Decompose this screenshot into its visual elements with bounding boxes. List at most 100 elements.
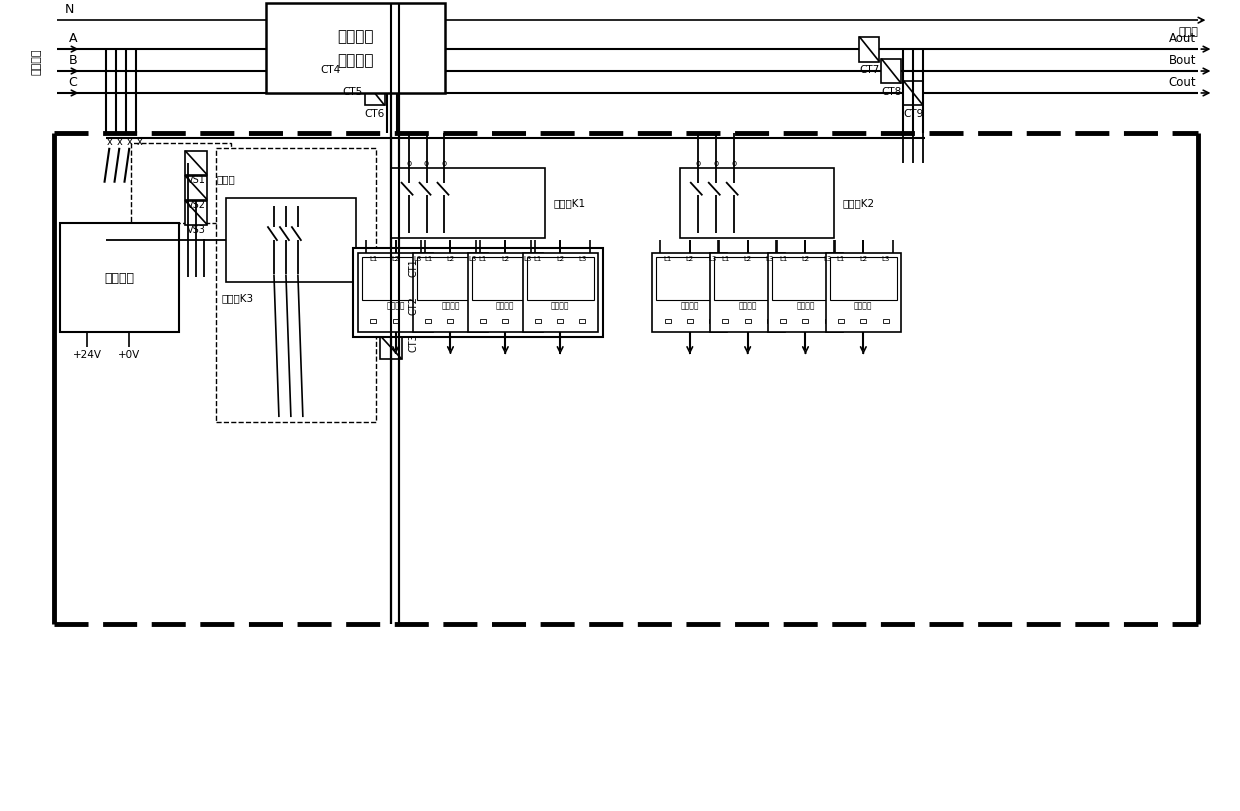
Text: x: x	[126, 137, 133, 147]
Bar	[358, 253, 433, 333]
Text: 接触器K3: 接触器K3	[221, 293, 253, 303]
Bar	[393, 320, 398, 324]
Bar	[131, 144, 231, 223]
Text: CT7: CT7	[859, 65, 879, 75]
Text: o: o	[405, 159, 412, 168]
Bar	[687, 320, 693, 324]
Bar	[680, 169, 835, 238]
Text: Cout: Cout	[1169, 76, 1197, 89]
Bar	[391, 169, 546, 238]
Text: 复合开关: 复合开关	[854, 301, 873, 310]
Text: 开关电源: 开关电源	[104, 272, 134, 285]
Bar	[185, 201, 207, 225]
Text: 用户侧: 用户侧	[1178, 27, 1198, 37]
Text: x: x	[136, 137, 143, 147]
Bar	[768, 253, 843, 333]
Bar	[472, 257, 538, 301]
Bar	[745, 320, 750, 324]
Text: L1: L1	[479, 255, 487, 261]
Text: 接触器K1: 接触器K1	[553, 199, 585, 208]
Text: Bout: Bout	[1169, 54, 1197, 67]
Bar	[425, 320, 432, 324]
Bar	[665, 320, 671, 324]
Text: L2: L2	[501, 255, 510, 261]
Bar	[379, 260, 402, 284]
Bar	[415, 320, 420, 324]
Bar	[502, 320, 508, 324]
Text: L2: L2	[744, 255, 751, 261]
Bar	[766, 320, 773, 324]
Text: 复合开关: 复合开关	[738, 301, 756, 310]
Text: L3: L3	[414, 255, 422, 261]
Text: L2: L2	[859, 255, 868, 261]
Bar	[470, 320, 476, 324]
Bar	[773, 257, 839, 301]
Text: L3: L3	[823, 255, 832, 261]
Bar	[185, 152, 207, 175]
Text: 变压器侧: 变压器侧	[31, 49, 42, 75]
Bar	[838, 320, 844, 324]
Bar	[826, 253, 900, 333]
Text: 复合开关: 复合开关	[796, 301, 815, 310]
Bar	[711, 253, 785, 333]
Bar	[379, 336, 402, 359]
Text: L3: L3	[882, 255, 890, 261]
Bar	[379, 298, 402, 322]
Text: CT9: CT9	[903, 109, 924, 118]
Text: L1: L1	[722, 255, 729, 261]
Bar	[723, 320, 728, 324]
Bar	[802, 320, 808, 324]
Text: L2: L2	[801, 255, 810, 261]
Bar	[467, 253, 543, 333]
Text: A: A	[68, 32, 77, 45]
Bar	[534, 320, 541, 324]
Bar	[480, 320, 486, 324]
Text: L3: L3	[469, 255, 477, 261]
Text: 电力电子: 电力电子	[337, 29, 374, 45]
Text: L1: L1	[424, 255, 433, 261]
Bar	[185, 177, 207, 200]
Bar	[579, 320, 585, 324]
Bar	[365, 81, 384, 106]
Bar	[903, 81, 923, 106]
Text: C: C	[68, 76, 77, 89]
Text: L1: L1	[533, 255, 542, 261]
Bar	[557, 320, 563, 324]
Text: 补偿装置: 补偿装置	[337, 54, 374, 68]
Text: 复合开关: 复合开关	[387, 301, 405, 310]
Text: L1: L1	[663, 255, 672, 261]
Bar	[417, 257, 484, 301]
Bar	[861, 320, 867, 324]
Text: +24V: +24V	[73, 350, 102, 360]
Text: L2: L2	[392, 255, 399, 261]
Bar	[714, 257, 781, 301]
Bar	[525, 320, 531, 324]
Text: CT5: CT5	[342, 87, 363, 97]
Bar	[859, 37, 879, 62]
Text: 熟断器: 熟断器	[216, 174, 234, 183]
Text: CT1: CT1	[408, 258, 419, 277]
Bar	[226, 199, 356, 283]
Bar	[342, 59, 363, 84]
Text: CT4: CT4	[321, 65, 341, 75]
Text: VS2: VS2	[187, 200, 206, 209]
Text: 接触器K2: 接触器K2	[842, 199, 874, 208]
Bar	[362, 257, 429, 301]
Bar	[883, 320, 889, 324]
Text: CT2: CT2	[408, 295, 419, 314]
Bar	[830, 257, 897, 301]
Text: N: N	[64, 3, 74, 16]
Text: L3: L3	[578, 255, 587, 261]
Text: o: o	[732, 159, 737, 168]
Text: 复合开关: 复合开关	[551, 301, 569, 310]
Text: x: x	[107, 137, 113, 147]
Bar	[216, 148, 376, 423]
Bar	[265, 4, 445, 94]
Bar	[321, 37, 341, 62]
Bar	[371, 320, 376, 324]
Text: L3: L3	[708, 255, 717, 261]
Text: Aout: Aout	[1169, 32, 1197, 45]
Text: CT8: CT8	[882, 87, 901, 97]
Text: +0V: +0V	[118, 350, 140, 360]
Text: L2: L2	[556, 255, 564, 261]
